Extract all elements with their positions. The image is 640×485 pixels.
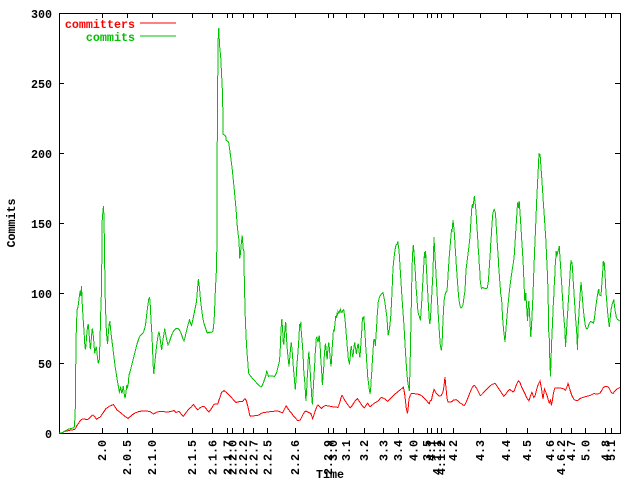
svg-text:4.4: 4.4 — [500, 440, 514, 461]
svg-text:200: 200 — [31, 148, 52, 162]
svg-text:3.1: 3.1 — [340, 440, 354, 461]
svg-text:Commits: Commits — [5, 198, 19, 247]
svg-text:4.1.2: 4.1.2 — [435, 440, 449, 475]
svg-text:50: 50 — [38, 358, 52, 372]
svg-text:4.6: 4.6 — [544, 440, 558, 461]
svg-text:2.1.7: 2.1.7 — [222, 440, 236, 475]
svg-text:2.2.9: 2.2.9 — [322, 440, 336, 475]
svg-text:committers: committers — [65, 18, 135, 32]
svg-text:3.2: 3.2 — [358, 440, 372, 461]
svg-text:250: 250 — [31, 78, 52, 92]
svg-text:0: 0 — [45, 428, 52, 442]
svg-text:Time: Time — [316, 468, 344, 480]
svg-text:4.5: 4.5 — [521, 440, 535, 461]
svg-text:2.2.7: 2.2.7 — [248, 440, 262, 475]
svg-text:2.0: 2.0 — [96, 440, 110, 461]
svg-text:2.0.5: 2.0.5 — [121, 440, 135, 475]
svg-text:2.2.5: 2.2.5 — [262, 440, 276, 475]
svg-text:4.1.1: 4.1.1 — [431, 440, 445, 475]
svg-text:2.2.0: 2.2.0 — [227, 440, 241, 475]
svg-text:3.0: 3.0 — [327, 440, 341, 461]
svg-text:2.1.0: 2.1.0 — [146, 440, 160, 475]
svg-text:150: 150 — [31, 218, 52, 232]
svg-text:4.0: 4.0 — [408, 440, 422, 461]
svg-text:5.1: 5.1 — [605, 440, 619, 461]
svg-text:4.7: 4.7 — [565, 440, 579, 461]
svg-text:5.0: 5.0 — [580, 440, 594, 461]
svg-text:3.4: 3.4 — [392, 440, 406, 461]
svg-text:2.2.2: 2.2.2 — [237, 440, 251, 475]
svg-text:3.5: 3.5 — [421, 440, 435, 461]
svg-text:2.1.5: 2.1.5 — [186, 440, 200, 475]
svg-text:3.3: 3.3 — [378, 440, 392, 461]
svg-text:4.6.2: 4.6.2 — [555, 440, 569, 475]
svg-text:4.1: 4.1 — [425, 440, 439, 461]
svg-text:4.2: 4.2 — [447, 440, 461, 461]
svg-text:commits: commits — [86, 31, 135, 45]
svg-text:300: 300 — [31, 8, 52, 22]
svg-text:100: 100 — [31, 288, 52, 302]
svg-text:2.2.6: 2.2.6 — [289, 440, 303, 475]
svg-text:4.8: 4.8 — [600, 440, 614, 461]
svg-text:2.1.6: 2.1.6 — [207, 440, 221, 475]
svg-text:4.3: 4.3 — [474, 440, 488, 461]
